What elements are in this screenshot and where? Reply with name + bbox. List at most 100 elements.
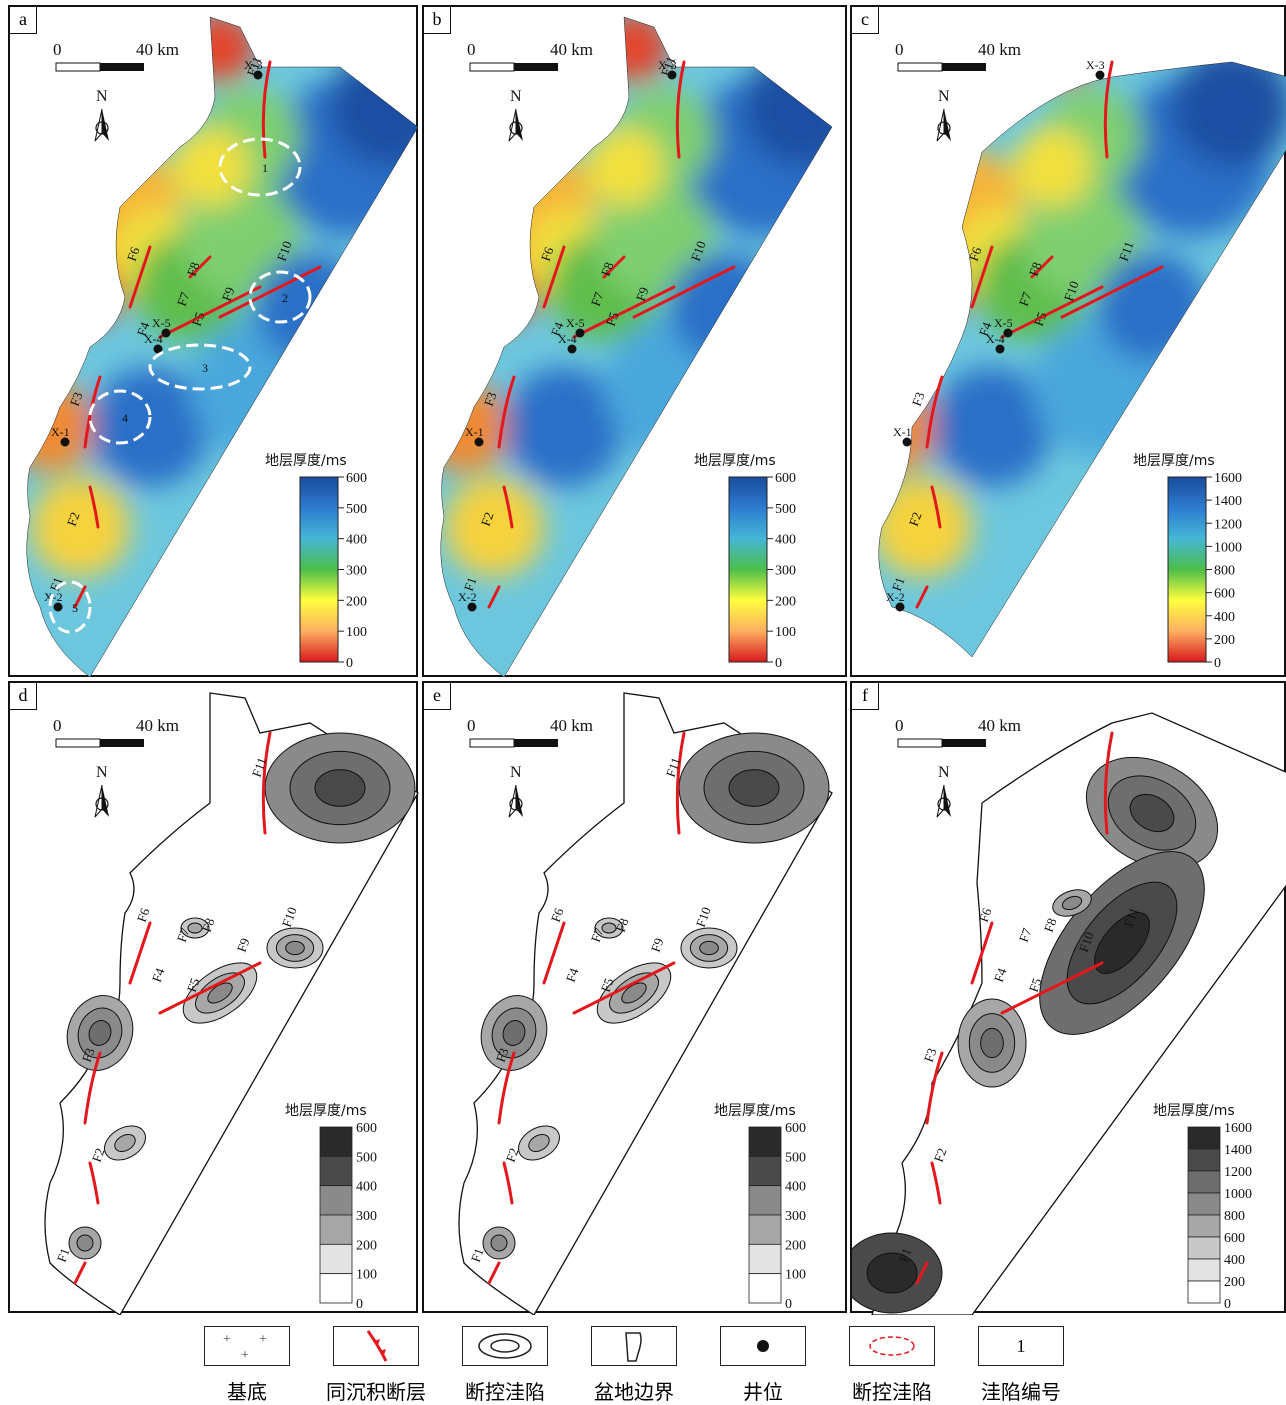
scale-distance-label: 40 km: [978, 40, 1021, 59]
scale-tick-label: 600: [1214, 587, 1235, 602]
fault-label: F7: [1016, 926, 1035, 945]
scale-tick-label: 300: [785, 1209, 806, 1224]
f3-depression: [66, 995, 134, 1071]
north-arrow-icon: N: [94, 764, 109, 818]
scale-tick-label: 200: [356, 1238, 377, 1253]
fault-line: [497, 1051, 516, 1125]
thickness-blob: [604, 317, 744, 457]
fault-label: F8: [199, 916, 218, 934]
fault-line: [925, 375, 944, 449]
scale-tick-label: 100: [356, 1268, 377, 1283]
fault-label: F11: [1116, 239, 1137, 263]
well-label: X-2: [458, 590, 477, 604]
scale-tick-label: 1000: [1214, 540, 1242, 555]
fault-label: F5: [189, 310, 208, 328]
color-ramp: [299, 476, 339, 663]
fault-line: [73, 1261, 87, 1285]
panel-a: 0 40 km N F1 F2 F3 F4 F5 F6 F7 F8 F9 F10 F11 X-1 X-2 X-3…: [8, 5, 419, 678]
scale-white-segment: [469, 738, 515, 748]
fault-line: [1060, 265, 1164, 319]
well-marker: [474, 437, 484, 447]
legend-label: 断控洼陷: [465, 1380, 545, 1404]
well-label: X-5: [566, 316, 585, 330]
gray-step: [748, 1273, 782, 1304]
fault-label: F8: [613, 916, 632, 934]
scale-bar: 0 40 km: [895, 40, 1021, 72]
gray-step: [748, 1126, 782, 1157]
color-ramp: [1167, 476, 1207, 663]
fault-label: F9: [648, 936, 667, 954]
well-label: X-1: [465, 425, 484, 439]
well-label: X-2: [886, 590, 905, 604]
main-depression: [1039, 851, 1205, 1035]
trap-number: 2: [282, 291, 288, 305]
scale-tick-label: 500: [785, 1150, 806, 1165]
scale-tick-label: 400: [1224, 1253, 1245, 1268]
fault-trace: [158, 961, 262, 1015]
north-arrow-icon: N: [94, 88, 109, 142]
thickness-title: 地层厚度/ms: [694, 453, 776, 469]
depression-symbol: [462, 1326, 548, 1366]
fault-line: [88, 485, 100, 529]
fault-line: [930, 485, 942, 529]
scale-tick-label: 800: [1224, 1209, 1245, 1224]
fault-trace: [915, 1261, 929, 1285]
well-marker: [667, 70, 677, 80]
thickness-blob: [878, 187, 982, 327]
contour-ring: [601, 922, 617, 934]
gray-step: [748, 1243, 782, 1275]
contour-ring: [314, 769, 366, 807]
fault-label: F6: [966, 245, 985, 264]
thickness-blob: [170, 127, 250, 207]
fault-label: F1: [896, 1246, 915, 1264]
scale-tick-label: 400: [1214, 610, 1235, 625]
fault-label: F3: [921, 1046, 940, 1064]
fault-line: [188, 255, 212, 279]
fault-trace: [188, 255, 212, 279]
scale-tick-label: 200: [775, 594, 796, 609]
scale-tick-label: 1400: [1214, 494, 1242, 509]
scale-tick-label: 0: [356, 1297, 363, 1312]
gray-step: [319, 1243, 353, 1275]
scale-white-segment: [469, 62, 515, 72]
north-arrow-right-half: [944, 785, 951, 817]
fault-label: F11: [1121, 905, 1142, 929]
north-arrow-ring: [95, 797, 109, 811]
panel-d: 0 40 km N F1 F2 F3 F4 F5 F6 F7 F8 F9 F10 F11 地层厚度/ms 60…: [8, 681, 419, 1315]
fault-label: F10: [1061, 279, 1082, 303]
fault-label: F1: [461, 575, 480, 593]
fault-label: F5: [1031, 310, 1050, 328]
thickness-blob: [90, 367, 210, 487]
well-label: X-3: [658, 58, 677, 72]
contour-ring: [1061, 895, 1083, 911]
north-arrow-left-half: [936, 784, 945, 818]
fault-line: [128, 245, 152, 309]
legend-label: 盆地边界: [594, 1380, 674, 1404]
fault-symbol: [333, 1326, 419, 1366]
north-arrow-ring: [95, 121, 109, 135]
scale-zero-label: 0: [53, 40, 62, 59]
fault-line: [675, 731, 686, 835]
scale-tick-label: 100: [346, 625, 367, 640]
contour-ring: [866, 1252, 918, 1294]
thickness-blob: [878, 477, 972, 577]
gray-step: [319, 1185, 353, 1216]
gray-step: [1187, 1214, 1221, 1238]
gray-step: [1187, 1280, 1221, 1304]
fault-line: [1103, 731, 1114, 835]
fault-line: [83, 1051, 102, 1125]
f8-depression: [1052, 889, 1092, 917]
thickness-blob: [932, 367, 1052, 487]
north-arrow-ring: [509, 121, 523, 135]
well-label: X-2: [44, 590, 63, 604]
fault-trace: [925, 1051, 944, 1125]
fault-line: [73, 585, 87, 609]
fault-label: F7: [174, 290, 193, 309]
fault-label: F4: [134, 320, 153, 339]
scale-bar: 0 40 km: [53, 716, 179, 748]
north-arrow-right-half: [516, 785, 523, 817]
f5-depression: [596, 962, 672, 1024]
contour-ring: [207, 982, 233, 1004]
fault-label: F5: [184, 976, 203, 994]
gray-step: [1187, 1170, 1221, 1194]
